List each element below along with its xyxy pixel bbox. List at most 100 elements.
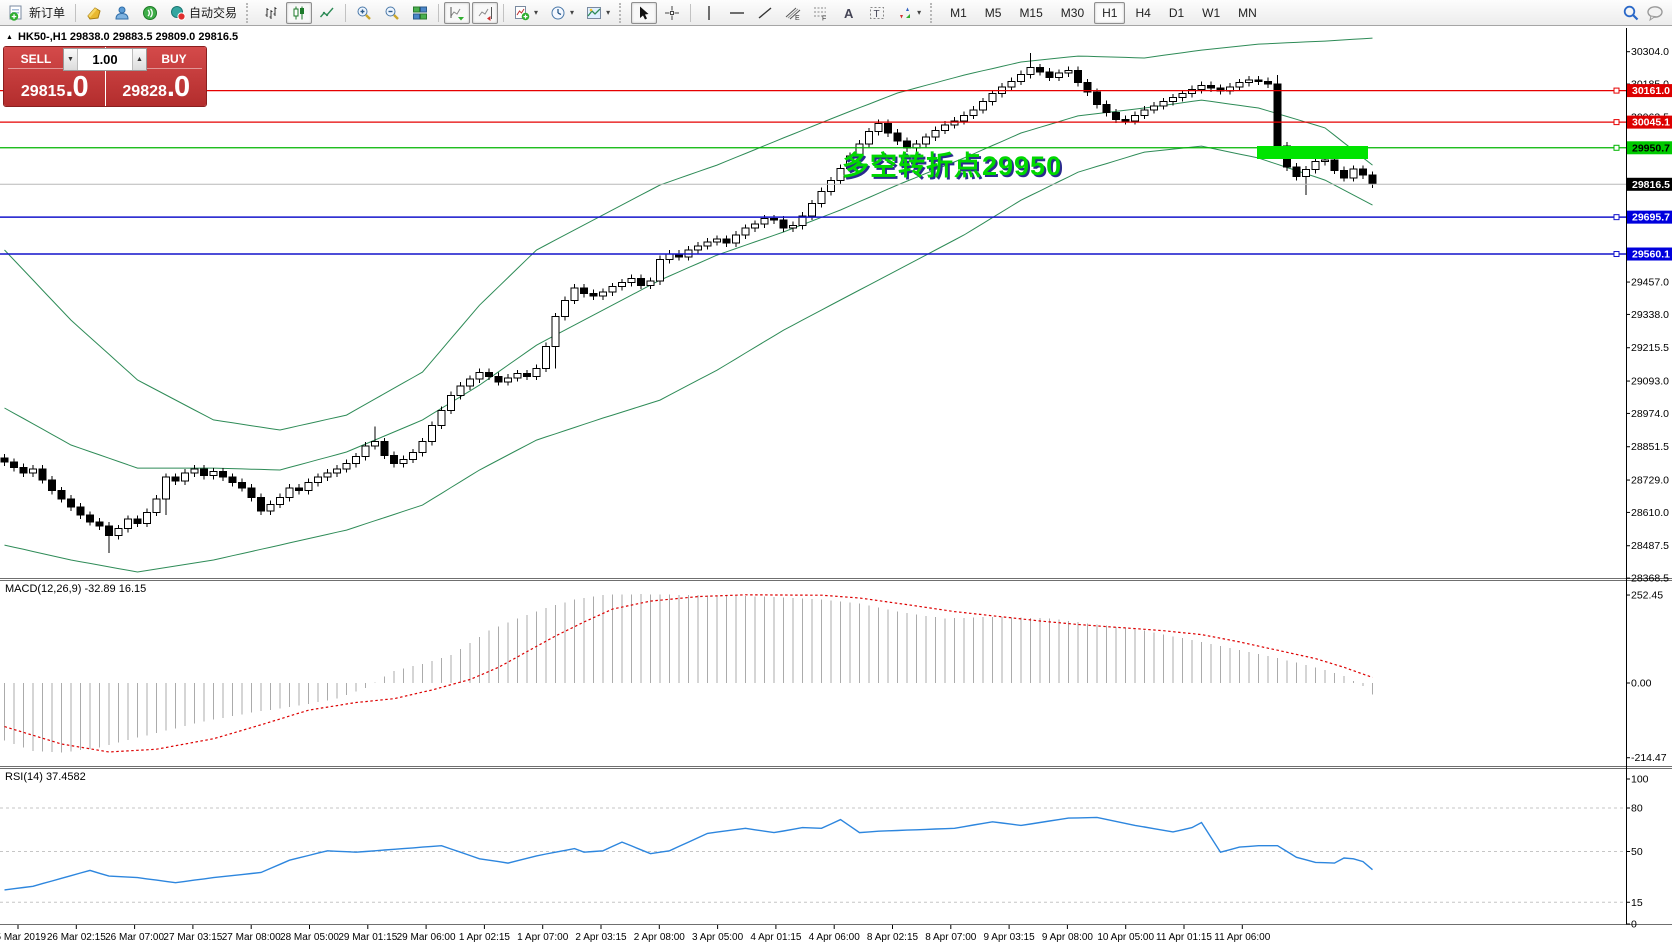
svg-text:29950.7: 29950.7: [1632, 142, 1670, 154]
chart-annotation-text[interactable]: 多空转折点29950: [842, 151, 1063, 181]
trendline-button[interactable]: [752, 2, 778, 24]
cursor-button[interactable]: [631, 1, 658, 24]
hline-handle[interactable]: [1613, 119, 1620, 126]
new-chart-button[interactable]: [81, 2, 107, 24]
chart-shift-button[interactable]: [472, 1, 499, 24]
timeframe-m30-button[interactable]: M30: [1060, 5, 1085, 20]
chevron-down-icon[interactable]: ▾: [570, 8, 575, 17]
sell-button[interactable]: SELL: [8, 50, 64, 69]
macd-pane[interactable]: [4, 594, 1373, 753]
candle: [1207, 84, 1215, 89]
candle: [1330, 159, 1339, 171]
rsi-tick: 100: [1631, 774, 1649, 786]
timeframe-w1-button[interactable]: W1: [1202, 5, 1221, 20]
buy-button[interactable]: BUY: [146, 50, 202, 69]
hline-handle[interactable]: [1613, 87, 1620, 94]
candle: [485, 371, 493, 377]
arrows-button[interactable]: ▾: [892, 2, 926, 24]
candle: [656, 258, 664, 282]
text-label-button[interactable]: T: [864, 2, 890, 24]
candle: [561, 299, 569, 318]
tile-windows-button[interactable]: [407, 2, 433, 24]
fibonacci-button[interactable]: F: [808, 2, 834, 24]
candle: [1368, 174, 1377, 185]
indicators-button[interactable]: ▾: [509, 2, 543, 24]
search-icon[interactable]: [1622, 4, 1640, 22]
toolbar-drag-handle[interactable]: [246, 2, 252, 23]
zoom-out-button[interactable]: [379, 2, 405, 24]
candle: [599, 291, 607, 297]
chevron-down-icon[interactable]: ▾: [917, 8, 922, 17]
vertical-line-button[interactable]: [696, 2, 722, 24]
hline-handle[interactable]: [1613, 214, 1620, 221]
main-price-pane[interactable]: [0, 37, 1377, 573]
equidistant-channel-button[interactable]: E: [780, 2, 806, 24]
candle: [798, 215, 807, 226]
candle: [1150, 105, 1158, 111]
candle: [1055, 72, 1063, 78]
chevron-down-icon[interactable]: ▾: [534, 8, 539, 17]
volume-decrease-button[interactable]: ▼: [64, 49, 78, 70]
timeframe-h4-button[interactable]: H4: [1135, 5, 1151, 20]
macd-signal-line: [4, 594, 1373, 753]
timeframe-h1-button[interactable]: H1: [1094, 1, 1126, 24]
volume-increase-button[interactable]: ▲: [132, 49, 146, 70]
chat-icon[interactable]: [1646, 4, 1664, 22]
equidistant-channel-icon: E: [785, 5, 801, 21]
text-button[interactable]: A: [836, 2, 862, 24]
candle: [67, 498, 75, 508]
toolbar-drag-handle[interactable]: [619, 2, 625, 23]
chevron-down-icon[interactable]: ▾: [606, 8, 611, 17]
candle: [238, 482, 246, 489]
new-order-button[interactable]: 新订单: [4, 2, 70, 24]
candle: [390, 454, 398, 464]
candle: [884, 123, 892, 134]
zoom-in-button[interactable]: [351, 2, 377, 24]
timeframe-m15-button[interactable]: M15: [1019, 5, 1043, 20]
chart-background[interactable]: [0, 26, 1672, 946]
macd-tick: -214.47: [1631, 752, 1667, 764]
periods-button[interactable]: ▾: [545, 2, 579, 24]
volume-input[interactable]: [78, 49, 132, 70]
candle: [10, 461, 18, 469]
candle: [219, 471, 227, 478]
collapse-panel-icon[interactable]: ▲: [6, 33, 13, 41]
templates-button[interactable]: ▾: [581, 2, 615, 24]
timeframe-m1-button[interactable]: M1: [950, 5, 967, 20]
price-axis[interactable]: 30304.030185.030063.529457.029338.029215…: [1626, 46, 1669, 931]
rsi-pane[interactable]: [0, 807, 1626, 903]
price-tick: 28368.5: [1631, 573, 1669, 585]
candlestick-chart-button[interactable]: [286, 1, 313, 24]
toolbar-separator: [690, 3, 692, 22]
timeframe-mn-button[interactable]: MN: [1238, 5, 1257, 20]
candle: [1159, 101, 1168, 107]
toolbar-drag-handle[interactable]: [930, 2, 936, 23]
crosshair-button[interactable]: [659, 2, 685, 24]
candle: [846, 155, 854, 169]
profiles-button[interactable]: [109, 2, 135, 24]
time-tick: 25 Mar 2019: [0, 932, 47, 943]
crosshair-icon: [664, 5, 680, 21]
signals-button[interactable]: [137, 2, 163, 24]
horizontal-line-button[interactable]: [724, 2, 750, 24]
bar-chart-button[interactable]: [258, 2, 284, 24]
level-price-label: 29560.1: [1627, 247, 1672, 261]
line-chart-button[interactable]: [314, 2, 340, 24]
candle: [637, 278, 645, 286]
candle: [361, 445, 370, 458]
hline-handle[interactable]: [1613, 251, 1620, 258]
candle: [1349, 168, 1358, 179]
time-tick: 8 Apr 07:00: [925, 932, 977, 943]
candle: [1093, 91, 1101, 105]
highlight-rectangle[interactable]: [1257, 146, 1368, 159]
candle: [418, 441, 427, 454]
zoom-in-icon: [356, 5, 372, 21]
timeframe-d1-button[interactable]: D1: [1168, 5, 1185, 20]
auto-scroll-button[interactable]: [444, 1, 471, 24]
timeframe-m5-button[interactable]: M5: [984, 5, 1002, 20]
hline-handle[interactable]: [1613, 144, 1620, 151]
autotrading-button[interactable]: 自动交易: [165, 2, 242, 24]
candle: [114, 528, 123, 537]
